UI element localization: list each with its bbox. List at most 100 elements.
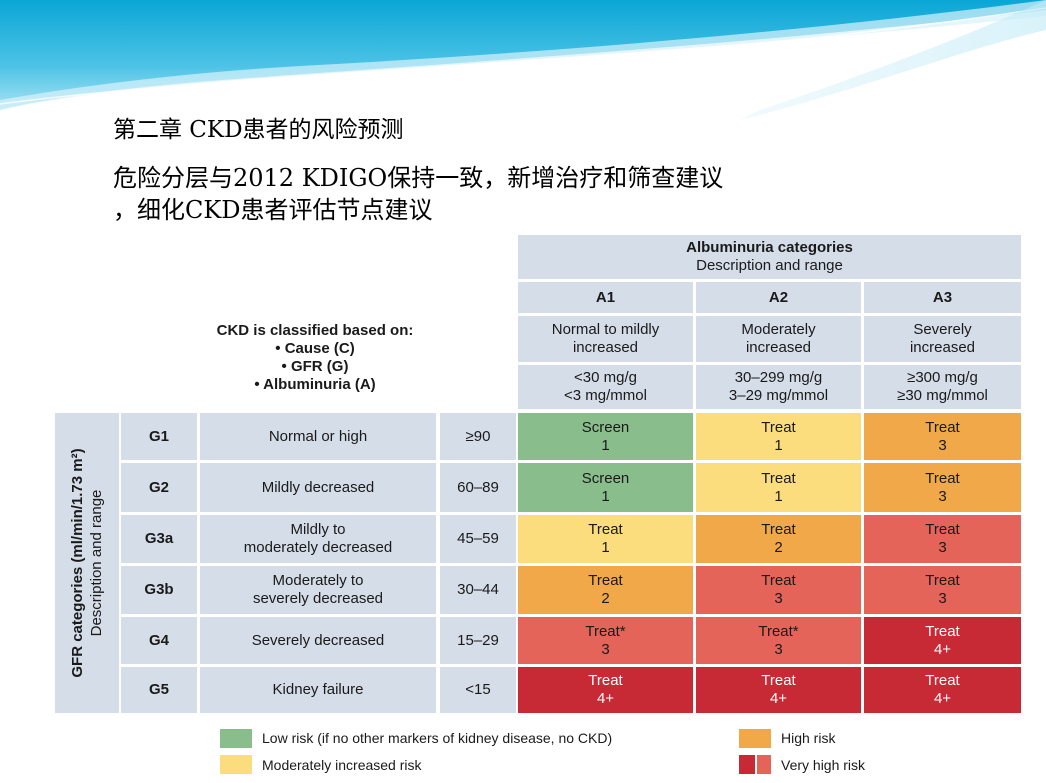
risk-cell: Treat 1 bbox=[518, 515, 693, 563]
classify-item-cause: • Cause (C) bbox=[275, 340, 355, 357]
risk-cell-action: Treat bbox=[588, 672, 623, 689]
risk-cell-frequency: 3 bbox=[774, 590, 783, 607]
risk-cell: Treat 3 bbox=[864, 515, 1021, 563]
risk-cell-action: Treat bbox=[925, 521, 960, 538]
risk-cell-action: Treat bbox=[588, 521, 623, 538]
risk-cell-action: Treat bbox=[925, 469, 960, 487]
gfr-code-cell: G1 bbox=[121, 413, 197, 460]
risk-cell-action: Treat* bbox=[758, 622, 799, 640]
risk-cell: Treat 3 bbox=[696, 566, 861, 614]
risk-cell: Treat 4+ bbox=[864, 617, 1021, 664]
risk-cell-action: Treat bbox=[925, 622, 960, 640]
gfr-range: <15 bbox=[465, 681, 491, 698]
gfr-range-cell: 30–44 bbox=[440, 566, 516, 614]
gfr-description-line1: Normal or high bbox=[268, 427, 368, 445]
risk-cell-action: Treat bbox=[588, 572, 623, 589]
classify-item-albuminuria: • Albuminuria (A) bbox=[254, 376, 376, 393]
albuminuria-header: Albuminuria categories Description and r… bbox=[518, 235, 1021, 279]
gfr-range-cell: ≥90 bbox=[440, 413, 516, 460]
gfr-axis-title: GFR categories (ml/min/1.73 m²) bbox=[69, 448, 86, 678]
risk-cell: Treat 4+ bbox=[696, 667, 861, 713]
risk-cell-action: Treat bbox=[761, 521, 796, 538]
gfr-code: G4 bbox=[148, 631, 169, 649]
gfr-code: G2 bbox=[148, 478, 169, 496]
gfr-axis-label-box bbox=[55, 413, 119, 713]
legend-label-moderate: Moderately increased risk bbox=[262, 757, 422, 773]
gfr-range: 15–29 bbox=[457, 631, 499, 649]
risk-cell-frequency: 2 bbox=[601, 590, 610, 607]
risk-cell-frequency: 1 bbox=[601, 539, 610, 556]
gfr-description-line2: severely decreased bbox=[252, 590, 384, 607]
risk-cell-frequency: 3 bbox=[938, 590, 947, 607]
risk-cell-action: Treat* bbox=[585, 622, 626, 640]
risk-cell-frequency: 1 bbox=[774, 487, 783, 505]
albuminuria-range-a1: <30 mg/g <3 mg/mmol bbox=[518, 365, 693, 409]
risk-cell: Treat 2 bbox=[518, 566, 693, 614]
gfr-range-cell: 45–59 bbox=[440, 515, 516, 563]
albuminuria-header-title: Albuminuria categories bbox=[686, 239, 853, 256]
albuminuria-code-a3: A3 bbox=[864, 282, 1021, 313]
classify-item-gfr: • GFR (G) bbox=[281, 358, 349, 375]
gfr-description-cell: Normal or high bbox=[200, 413, 436, 460]
risk-cell-frequency: 3 bbox=[601, 640, 610, 658]
gfr-code-cell: G2 bbox=[121, 463, 197, 512]
risk-cell-frequency: 3 bbox=[938, 539, 947, 556]
risk-cell: Treat* 3 bbox=[518, 617, 693, 664]
risk-cell-frequency: 4+ bbox=[933, 640, 952, 658]
albuminuria-desc-a2: Moderately increased bbox=[696, 316, 861, 362]
albuminuria-range-a3: ≥300 mg/g ≥30 mg/mmol bbox=[864, 365, 1021, 409]
gfr-range: 30–44 bbox=[457, 581, 499, 598]
slide-subtitle-line1: 危险分层与2012 KDIGO保持一致，新增治疗和筛查建议 bbox=[113, 164, 724, 192]
risk-cell: Treat* 3 bbox=[696, 617, 861, 664]
risk-cell-action: Treat bbox=[925, 418, 960, 436]
gfr-code: G3a bbox=[144, 530, 174, 547]
gfr-range: 45–59 bbox=[457, 530, 499, 547]
gfr-description-line1: Severely decreased bbox=[251, 631, 385, 649]
gfr-code-cell: G5 bbox=[121, 667, 197, 713]
risk-cell-action: Treat bbox=[761, 469, 796, 487]
risk-cell-frequency: 3 bbox=[774, 640, 783, 658]
gfr-description-line1: Mildly to bbox=[290, 521, 346, 538]
risk-cell: Treat 4+ bbox=[864, 667, 1021, 713]
legend-swatch-high bbox=[739, 729, 771, 748]
gfr-range-cell: <15 bbox=[440, 667, 516, 713]
risk-cell-frequency: 4+ bbox=[933, 690, 952, 707]
risk-cell-action: Treat bbox=[925, 672, 960, 689]
wave-banner bbox=[0, 0, 1046, 120]
gfr-range-cell: 60–89 bbox=[440, 463, 516, 512]
risk-cell-action: Treat bbox=[761, 418, 796, 436]
gfr-range: 60–89 bbox=[457, 478, 499, 496]
legend-swatch-moderate bbox=[220, 755, 252, 774]
gfr-description-cell: Kidney failure bbox=[200, 667, 436, 713]
risk-cell-frequency: 2 bbox=[774, 539, 783, 556]
risk-cell-frequency: 1 bbox=[601, 487, 610, 505]
risk-cell: Screen 1 bbox=[518, 463, 693, 512]
risk-cell: Treat 1 bbox=[696, 463, 861, 512]
gfr-description-cell: Mildly to moderately decreased bbox=[200, 515, 436, 563]
gfr-description-cell: Severely decreased bbox=[200, 617, 436, 664]
risk-cell-action: Treat bbox=[761, 572, 796, 589]
legend-label-very-high: Very high risk bbox=[781, 757, 866, 773]
risk-cell-frequency: 4+ bbox=[596, 690, 615, 707]
risk-cell: Screen 1 bbox=[518, 413, 693, 460]
legend-label-low: Low risk (if no other markers of kidney … bbox=[262, 730, 613, 746]
gfr-description-line1: Mildly decreased bbox=[261, 478, 375, 496]
risk-cell-action: Screen bbox=[581, 418, 630, 436]
risk-cell-action: Treat bbox=[925, 572, 960, 589]
risk-cell-frequency: 1 bbox=[774, 436, 783, 454]
risk-cell-frequency: 3 bbox=[938, 487, 947, 505]
gfr-description-cell: Moderately to severely decreased bbox=[200, 566, 436, 614]
gfr-range-cell: 15–29 bbox=[440, 617, 516, 664]
albuminuria-header-subtitle: Description and range bbox=[696, 257, 843, 274]
albuminuria-code-a1: A1 bbox=[518, 282, 693, 313]
legend-swatch-very-high bbox=[739, 755, 771, 774]
gfr-axis-subtitle: Description and range bbox=[88, 489, 105, 637]
albuminuria-desc-a1: Normal to mildly increased bbox=[518, 316, 693, 362]
albuminuria-range-a2: 30–299 mg/g 3–29 mg/mmol bbox=[696, 365, 861, 409]
albuminuria-code-a2: A2 bbox=[696, 282, 861, 313]
gfr-description-line2: moderately decreased bbox=[243, 539, 393, 556]
gfr-code: G3b bbox=[144, 581, 174, 598]
risk-cell-frequency: 4+ bbox=[769, 690, 788, 707]
risk-cell: Treat 2 bbox=[696, 515, 861, 563]
gfr-code: G1 bbox=[148, 427, 169, 445]
